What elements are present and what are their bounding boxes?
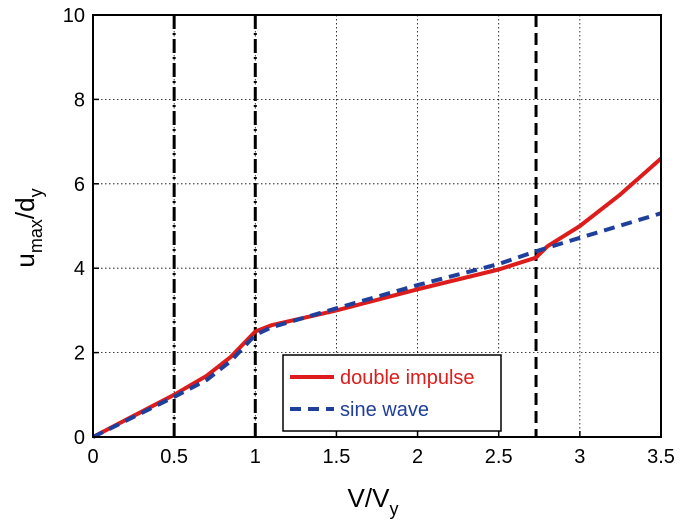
x-tick-label: 3 <box>574 446 585 468</box>
legend-label-sine-wave: sine wave <box>340 399 429 421</box>
y-tick-label: 2 <box>74 343 85 365</box>
plot-frame <box>92 14 662 438</box>
x-tick-label: 0.5 <box>160 446 188 468</box>
legend-box <box>282 354 502 432</box>
x-axis-label-main: V/V <box>348 483 391 513</box>
y-tick-label: 0 <box>74 427 85 449</box>
x-axis-label: V/Vy <box>348 483 399 519</box>
legend-label-double-impulse: double impulse <box>340 367 475 389</box>
y-axis-label-sub1: max <box>26 219 46 253</box>
reference-lines <box>172 15 538 437</box>
x-tick-label: 2.5 <box>485 446 513 468</box>
y-tick-label: 4 <box>74 258 85 280</box>
y-axis-label-main1: u <box>10 253 40 267</box>
y-axis-label: umax/dy <box>10 188 46 267</box>
y-axis-label-sub2: y <box>26 188 46 197</box>
legend: double impulse sine wave <box>282 354 502 432</box>
series-line-sine-wave <box>92 211 662 439</box>
grid <box>93 15 661 437</box>
x-tick-label: 1.5 <box>323 446 351 468</box>
x-tick-label: 1 <box>250 446 261 468</box>
x-tick-label: 0 <box>87 446 98 468</box>
y-tick-label: 10 <box>63 5 85 27</box>
x-axis-label-sub: y <box>389 499 398 519</box>
x-tick-label: 3.5 <box>647 446 675 468</box>
y-tick-label: 6 <box>74 174 85 196</box>
y-tick-label: 8 <box>74 89 85 111</box>
series-lines <box>92 157 663 439</box>
x-tick-label: 2 <box>412 446 423 468</box>
y-axis-label-main2: /d <box>10 197 40 219</box>
tick-labels: 0 0.5 1 1.5 2 2.5 3 3.5 0 2 4 6 8 10 <box>63 5 675 468</box>
series-line-double-impulse <box>92 157 663 439</box>
